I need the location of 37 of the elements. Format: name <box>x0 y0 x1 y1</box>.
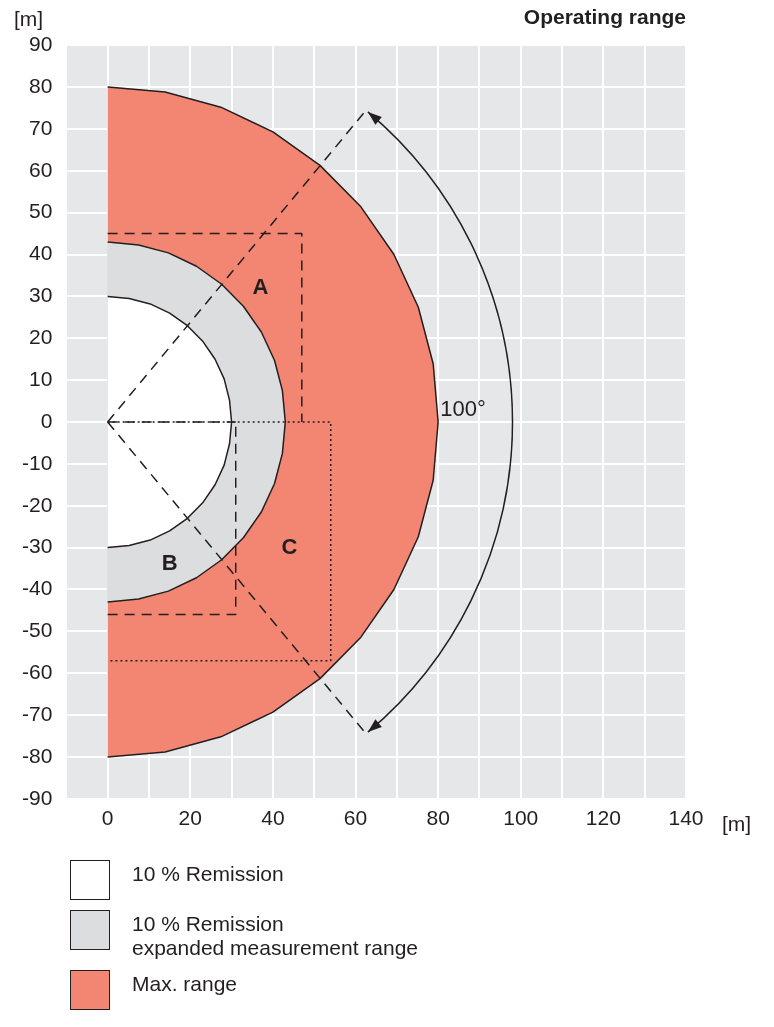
x-tick-label: 120 <box>585 806 621 830</box>
y-tick-label: 60 <box>28 157 53 181</box>
chart-title: Operating range <box>523 5 686 29</box>
y-tick-label: 10 <box>28 366 53 390</box>
y-tick-label: -30 <box>21 534 53 558</box>
y-tick-label: 90 <box>28 32 53 55</box>
y-tick-label: 0 <box>40 408 53 432</box>
legend-label: 10 % Remission expanded measurement range <box>132 911 419 960</box>
y-tick-label: 20 <box>28 325 53 349</box>
y-tick-label: -70 <box>21 701 53 725</box>
y-tick-label: -80 <box>21 743 53 767</box>
annotation: B <box>161 550 178 576</box>
annotation: C <box>281 533 298 559</box>
y-tick-label: -50 <box>21 618 53 642</box>
x-tick-label: 140 <box>668 806 704 830</box>
x-tick-label: 60 <box>343 806 368 830</box>
x-tick-label: 20 <box>178 806 202 830</box>
legend-label: Max. range <box>132 971 238 996</box>
legend-label: 10 % Remission <box>132 861 284 886</box>
y-tick-label: -60 <box>21 660 53 683</box>
annotation: 100° <box>440 395 486 421</box>
y-tick-label: 40 <box>28 241 53 265</box>
y-tick-label: -40 <box>21 576 53 600</box>
y-tick-label: -90 <box>21 785 53 809</box>
y-tick-label: -10 <box>21 450 53 474</box>
y-tick-label: 70 <box>28 115 53 139</box>
x-tick-label: 0 <box>101 806 114 830</box>
y-tick-label: 30 <box>28 283 53 307</box>
x-tick-label: 40 <box>261 806 285 830</box>
y-tick-label: 80 <box>28 73 53 97</box>
annotation: A <box>252 274 269 300</box>
y-axis-title: [m] <box>14 6 44 30</box>
y-tick-label: -20 <box>21 492 53 516</box>
x-tick-label: 80 <box>426 806 450 830</box>
x-axis-title: [m] <box>722 811 752 835</box>
x-tick-label: 100 <box>503 806 539 830</box>
y-tick-label: 50 <box>28 199 53 223</box>
